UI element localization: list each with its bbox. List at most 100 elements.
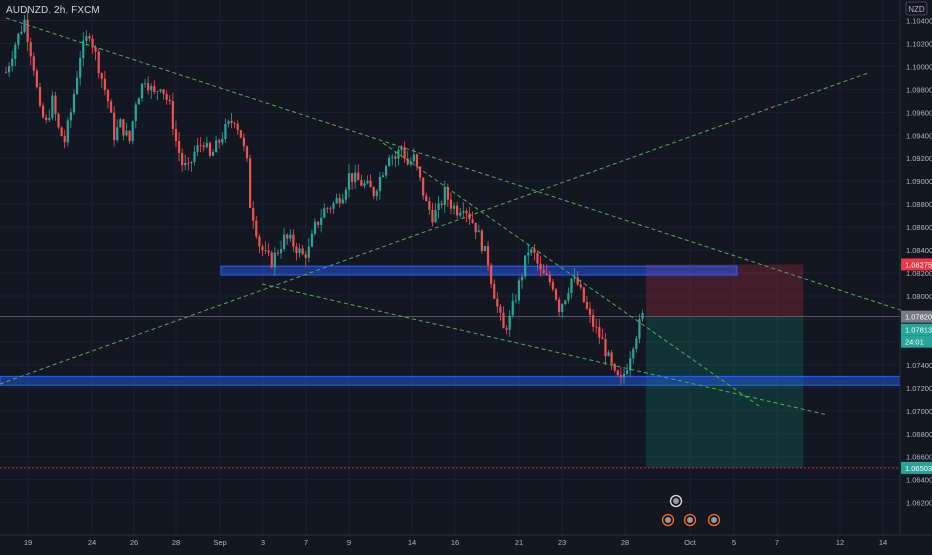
candle-body xyxy=(162,89,165,94)
candle-body xyxy=(109,101,113,113)
candle-body xyxy=(329,208,332,210)
support-resistance-zone xyxy=(220,265,738,276)
candle-body xyxy=(252,207,255,221)
candle-body xyxy=(520,276,524,281)
candle-body xyxy=(422,177,425,196)
candle-body xyxy=(418,166,422,178)
candle-body xyxy=(533,249,536,254)
candle-body xyxy=(94,47,97,52)
price-tick-label: 1.10200 xyxy=(906,39,932,48)
price-tick-label: 1.08200 xyxy=(906,269,932,278)
candle-body xyxy=(11,58,14,67)
candle-body xyxy=(480,230,483,251)
economic-event-icon[interactable] xyxy=(661,513,675,527)
candle-body xyxy=(493,284,496,299)
candle-body xyxy=(128,130,131,142)
candle-body xyxy=(551,282,555,290)
candle-body xyxy=(190,161,193,163)
time-tick-label: 26 xyxy=(130,538,138,547)
candle-body xyxy=(508,315,511,330)
candle-body xyxy=(443,187,446,206)
candle-body xyxy=(320,217,323,225)
candle-body xyxy=(425,195,428,202)
time-tick-label: 28 xyxy=(172,538,180,547)
candle-body xyxy=(570,278,573,293)
economic-event-icon[interactable] xyxy=(669,494,683,508)
candle-body xyxy=(14,44,17,59)
price-label-text: 1.08275 xyxy=(905,260,932,269)
price-tick-label: 1.07400 xyxy=(906,361,932,370)
candle-body xyxy=(20,31,23,34)
price-label-bg xyxy=(901,461,932,474)
candle-body xyxy=(103,78,106,90)
candle-body xyxy=(301,248,304,255)
time-tick-label: 16 xyxy=(451,538,459,547)
candle-body xyxy=(171,100,174,130)
symbol-label[interactable]: AUDNZD, 2h, FXCM xyxy=(6,5,100,16)
candle-body xyxy=(32,56,35,71)
time-axis[interactable]: 19 24 26 28 Sep 3 7 9 14 16 21 23 28 Oct 5 7 12 14 xyxy=(24,538,887,547)
candle-body xyxy=(579,284,582,288)
candle-body xyxy=(616,370,619,376)
price-tick-label: 1.09400 xyxy=(906,131,932,140)
candle-body xyxy=(181,153,184,166)
candle-body xyxy=(341,199,344,204)
candle-body xyxy=(4,72,8,73)
time-tick-label: 5 xyxy=(732,538,736,547)
candle-body xyxy=(7,66,11,73)
candle-body xyxy=(431,209,434,223)
candle-body xyxy=(536,253,539,264)
candle-body xyxy=(23,19,26,32)
economic-event-icon[interactable] xyxy=(683,513,697,527)
candle-body xyxy=(499,306,502,313)
candle-body xyxy=(106,89,110,102)
candle-body xyxy=(323,208,326,218)
candle-body xyxy=(45,117,48,121)
candle-body xyxy=(446,187,449,200)
candle-body xyxy=(496,298,499,307)
candle-body xyxy=(48,118,51,121)
candle-body xyxy=(125,130,128,136)
candle-body xyxy=(193,151,196,162)
candle-body xyxy=(530,249,533,253)
candle-body xyxy=(635,338,638,349)
candle-body xyxy=(604,339,607,357)
currency-badge[interactable]: NZD xyxy=(905,1,928,16)
price-tick-label: 1.08400 xyxy=(906,246,932,255)
candle-body xyxy=(72,93,76,113)
zones xyxy=(0,264,901,468)
candle-body xyxy=(613,363,616,371)
candle-body xyxy=(177,141,181,154)
candle-body xyxy=(304,254,307,258)
candle-body xyxy=(375,191,378,197)
candle-body xyxy=(607,352,610,357)
candle-body xyxy=(227,121,230,124)
price-tick-label: 1.09000 xyxy=(906,177,932,186)
candle-body xyxy=(588,308,592,315)
candle-body xyxy=(592,314,595,327)
currency-label: NZD xyxy=(908,5,925,14)
candle-body xyxy=(79,58,82,78)
candle-body xyxy=(598,326,601,338)
candle-body xyxy=(585,301,589,309)
economic-event-icon[interactable] xyxy=(707,513,721,527)
time-tick-label: 21 xyxy=(515,538,523,547)
price-label-text: 24:01 xyxy=(905,338,924,347)
price-label-entry: 1.07820 xyxy=(901,310,932,323)
candle-body xyxy=(283,234,286,250)
candle-body xyxy=(406,158,409,165)
price-label-text: 1.07820 xyxy=(905,313,932,322)
time-tick-label: 14 xyxy=(879,538,887,547)
candle-body xyxy=(511,301,514,316)
time-tick-label: 7 xyxy=(775,538,779,547)
candle-body xyxy=(601,337,604,340)
candle-body xyxy=(625,370,629,374)
price-tick-label: 1.06200 xyxy=(906,499,932,508)
candle-body xyxy=(517,280,521,301)
price-tick-label: 1.07000 xyxy=(906,407,932,416)
candle-body xyxy=(388,157,391,167)
candle-body xyxy=(326,208,329,210)
candle-body xyxy=(264,250,267,251)
